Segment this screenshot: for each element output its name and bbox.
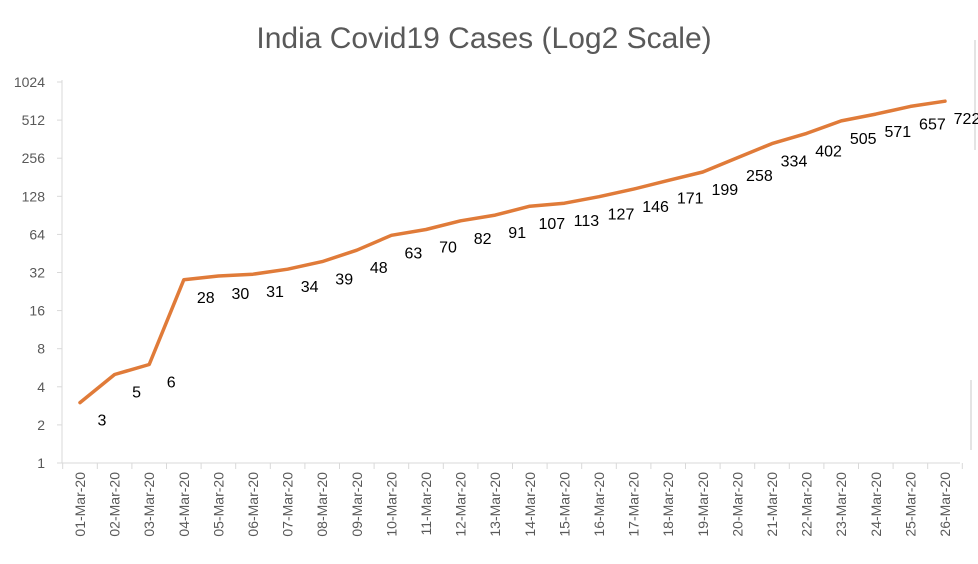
x-tick-label: 05-Mar-20 bbox=[210, 472, 226, 537]
y-tick-label: 1024 bbox=[14, 74, 45, 90]
x-tick-label: 08-Mar-20 bbox=[314, 472, 330, 537]
y-tick-label: 256 bbox=[22, 150, 46, 166]
data-label: 28 bbox=[197, 290, 215, 307]
data-label: 82 bbox=[474, 231, 492, 248]
data-label: 199 bbox=[711, 182, 738, 199]
x-tick-label: 09-Mar-20 bbox=[349, 472, 365, 537]
x-tick-label: 21-Mar-20 bbox=[764, 472, 780, 537]
x-tick-label: 19-Mar-20 bbox=[695, 472, 711, 537]
data-label: 3 bbox=[98, 413, 107, 430]
x-tick-label: 03-Mar-20 bbox=[141, 472, 157, 537]
y-tick-label: 512 bbox=[22, 112, 46, 128]
x-tick-label: 18-Mar-20 bbox=[660, 472, 676, 537]
chart-title: India Covid19 Cases (Log2 Scale) bbox=[256, 22, 711, 55]
x-tick-label: 26-Mar-20 bbox=[937, 472, 953, 537]
x-tick-label: 22-Mar-20 bbox=[799, 472, 815, 537]
y-tick-label: 32 bbox=[29, 265, 45, 281]
y-tick-label: 4 bbox=[37, 379, 45, 395]
data-label: 34 bbox=[301, 279, 319, 296]
y-tick-label: 1 bbox=[37, 455, 45, 471]
data-label: 30 bbox=[232, 286, 250, 303]
data-label: 657 bbox=[919, 116, 946, 133]
series-group bbox=[78, 99, 947, 405]
data-label: 722 bbox=[954, 111, 978, 128]
x-tick-label: 06-Mar-20 bbox=[245, 472, 261, 537]
y-tick-label: 64 bbox=[29, 226, 45, 242]
data-label: 6 bbox=[167, 375, 176, 392]
y-tick-label: 128 bbox=[22, 188, 46, 204]
data-label: 63 bbox=[405, 245, 423, 262]
x-tick-label: 04-Mar-20 bbox=[176, 472, 192, 537]
x-tick-label: 14-Mar-20 bbox=[522, 472, 538, 537]
x-tick-label: 01-Mar-20 bbox=[72, 472, 88, 537]
x-tick-label: 12-Mar-20 bbox=[453, 472, 469, 537]
x-tick-label: 10-Mar-20 bbox=[383, 472, 399, 537]
data-label: 571 bbox=[884, 124, 911, 141]
data-label: 70 bbox=[439, 239, 457, 256]
x-tick-label: 20-Mar-20 bbox=[729, 472, 745, 537]
x-tick-label: 15-Mar-20 bbox=[556, 472, 572, 537]
x-tick-label: 02-Mar-20 bbox=[107, 472, 123, 537]
data-label: 505 bbox=[850, 131, 877, 148]
data-label: 91 bbox=[508, 225, 526, 242]
y-tick-label: 8 bbox=[37, 341, 45, 357]
data-label: 31 bbox=[266, 284, 284, 301]
x-tick-label: 17-Mar-20 bbox=[626, 472, 642, 537]
x-axis: 01-Mar-20 02-Mar-20 03-Mar-20 04-Mar-20 05-M… bbox=[62, 463, 963, 537]
data-label: 171 bbox=[677, 190, 704, 207]
data-labels: 3 5 6 28 30 31 34 39 48 63 70 82 91 107 113 127 146 171 19… bbox=[98, 111, 978, 429]
data-label: 5 bbox=[132, 385, 141, 402]
data-label: 402 bbox=[815, 143, 842, 160]
x-tick-label: 11-Mar-20 bbox=[418, 472, 434, 536]
y-tick-label: 2 bbox=[37, 417, 45, 433]
data-label: 113 bbox=[574, 213, 600, 230]
x-tick-label: 13-Mar-20 bbox=[487, 472, 503, 537]
data-label: 334 bbox=[781, 154, 808, 171]
data-label: 39 bbox=[335, 272, 353, 289]
data-label: 258 bbox=[746, 168, 773, 185]
data-label: 146 bbox=[642, 199, 669, 216]
data-label: 127 bbox=[608, 207, 635, 224]
series-line-cases bbox=[78, 99, 947, 405]
y-tick-label: 16 bbox=[29, 303, 45, 319]
x-tick-label: 16-Mar-20 bbox=[591, 472, 607, 537]
data-label: 107 bbox=[538, 216, 565, 233]
x-tick-label: 07-Mar-20 bbox=[280, 472, 296, 537]
x-tick-label: 25-Mar-20 bbox=[902, 472, 918, 537]
data-label: 48 bbox=[370, 260, 388, 277]
x-tick-label: 23-Mar-20 bbox=[833, 472, 849, 537]
x-tick-label: 24-Mar-20 bbox=[868, 472, 884, 537]
